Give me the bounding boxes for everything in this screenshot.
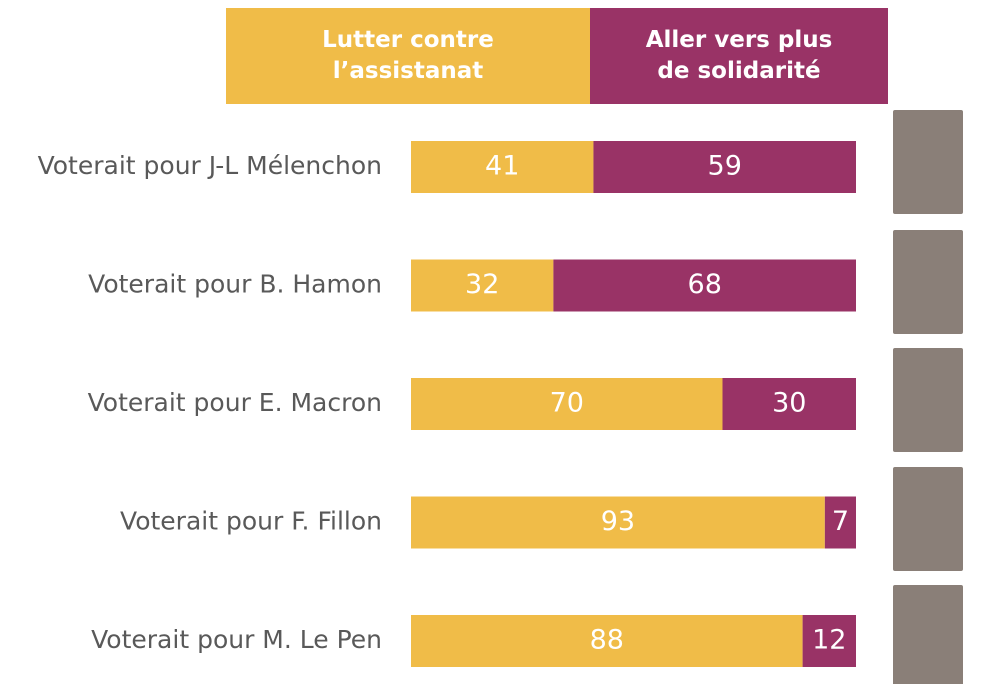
value-label: 68: [688, 269, 722, 300]
bar-segment: [722, 378, 856, 430]
bar-segment: [411, 259, 554, 312]
value-label: 32: [465, 269, 499, 300]
bar-segment: [553, 259, 856, 312]
photo: [893, 110, 963, 214]
value-label: 41: [485, 151, 519, 182]
bar-segment: [411, 615, 803, 667]
category-label: Voterait pour M. Le Pen: [91, 625, 382, 654]
value-label: 70: [550, 388, 584, 419]
legend-label: Lutter contre l’assistanat: [322, 26, 494, 84]
category-label: Voterait pour J-L Mélenchon: [38, 151, 382, 180]
category-label: Voterait pour F. Fillon: [120, 507, 382, 536]
photo: [893, 230, 963, 334]
value-label: 93: [601, 506, 635, 537]
value-label: 30: [772, 388, 806, 419]
category-label: Voterait pour B. Hamon: [88, 270, 382, 299]
value-label: 59: [708, 151, 742, 182]
value-label: 7: [832, 506, 849, 537]
bar-segment: [802, 615, 856, 667]
value-label: 88: [590, 625, 624, 656]
value-label: 12: [812, 625, 846, 656]
bar-segment: [411, 496, 825, 549]
photo: [893, 467, 963, 571]
bar-segment: [824, 496, 856, 549]
bar-segment: [411, 141, 594, 193]
bar-segment: [411, 378, 723, 430]
photo: [893, 348, 963, 452]
legend-item: Lutter contre l’assistanat: [226, 8, 590, 104]
photo: [893, 585, 963, 684]
legend-label: Aller vers plus de solidarité: [645, 26, 833, 84]
legend-item: Aller vers plus de solidarité: [590, 8, 888, 104]
category-label: Voterait pour E. Macron: [88, 388, 382, 417]
bar-segment: [593, 141, 856, 193]
